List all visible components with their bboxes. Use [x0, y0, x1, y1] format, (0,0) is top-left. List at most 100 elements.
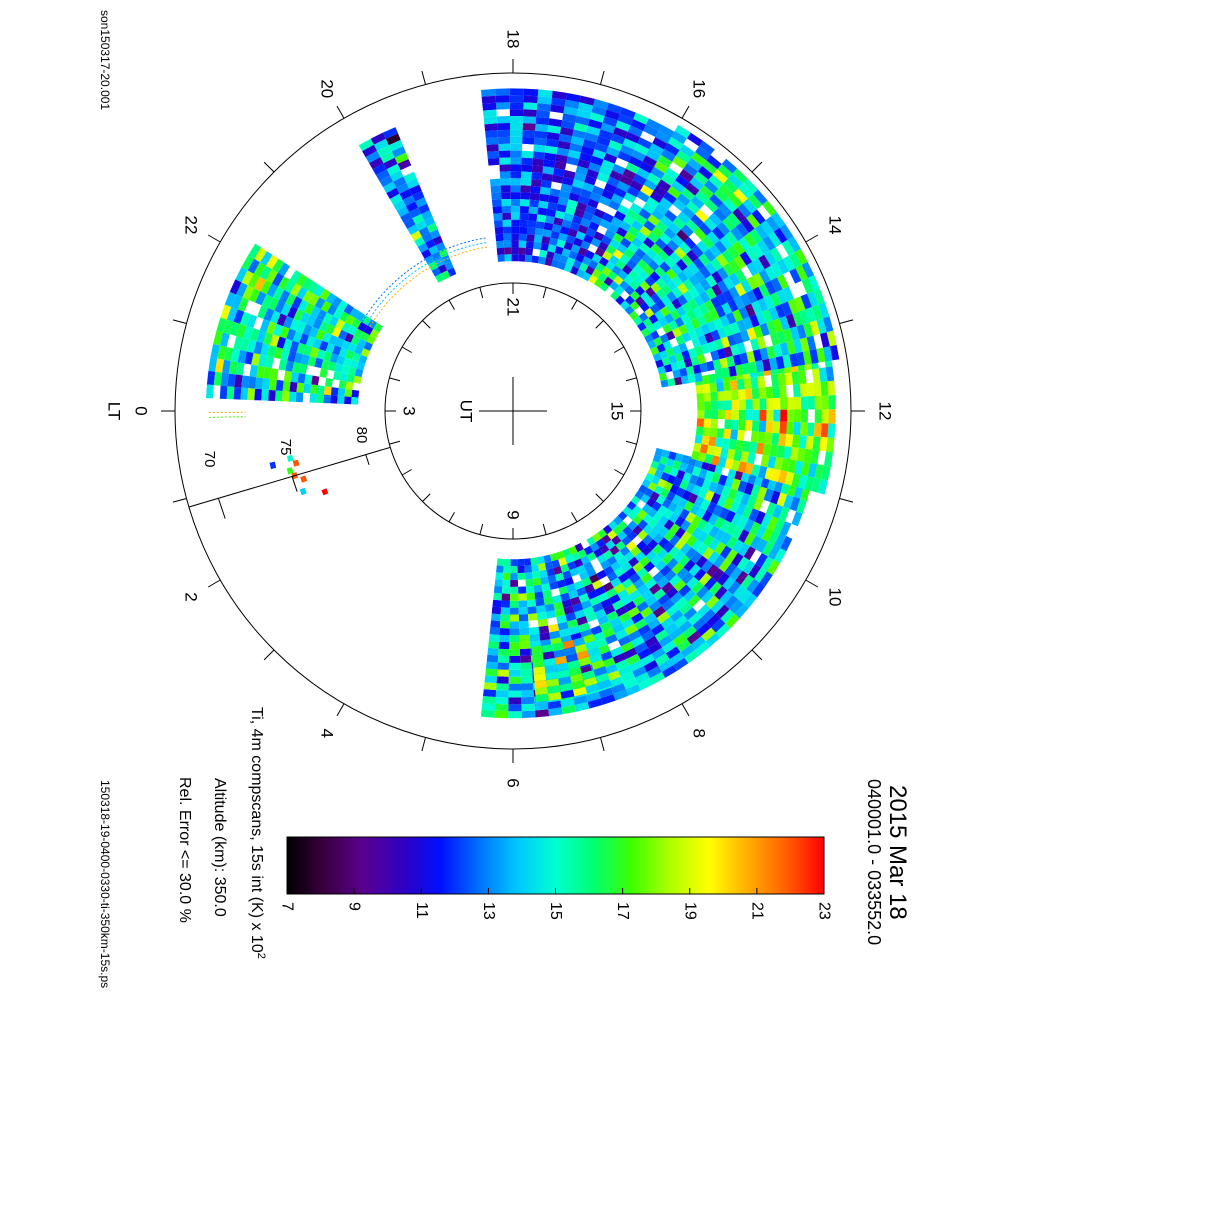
data-cell	[613, 210, 626, 222]
data-cell	[223, 319, 234, 335]
data-cell	[676, 229, 689, 242]
data-cell	[561, 248, 571, 258]
data-cell	[503, 559, 511, 567]
data-cell	[636, 167, 651, 180]
data-cell	[235, 267, 248, 283]
data-cell	[548, 623, 560, 633]
data-cell	[509, 655, 521, 663]
data-cell	[511, 226, 520, 234]
data-cell	[349, 359, 359, 369]
data-cell	[242, 285, 255, 300]
data-cell	[800, 409, 808, 423]
data-cell	[711, 472, 721, 484]
data-cell	[688, 274, 700, 287]
ut-tick	[595, 320, 604, 329]
data-cell	[609, 238, 620, 250]
data-cell	[352, 352, 361, 362]
data-cell	[680, 644, 696, 658]
ut-tick-label: 3	[400, 406, 419, 415]
data-cell	[663, 541, 675, 554]
data-cell	[523, 95, 538, 104]
data-cell	[662, 244, 675, 257]
data-cell	[680, 519, 691, 532]
data-cell	[582, 211, 594, 222]
data-cell	[771, 468, 781, 482]
data-cell	[604, 229, 616, 240]
data-cell	[527, 613, 538, 621]
data-cell	[521, 689, 534, 698]
data-cell	[358, 354, 368, 364]
data-cell	[749, 314, 760, 328]
data-cell	[490, 185, 501, 194]
data-cell	[696, 418, 705, 427]
data-cell	[592, 602, 604, 613]
data-cell	[256, 330, 267, 344]
data-cell	[779, 385, 787, 398]
data-cell	[724, 476, 735, 489]
data-cell	[485, 130, 498, 139]
data-cell	[575, 165, 589, 176]
data-cell	[581, 670, 596, 680]
data-cell	[655, 653, 670, 666]
data-cell	[683, 358, 693, 368]
data-cell	[648, 641, 663, 654]
data-cell	[579, 95, 595, 106]
data-cell	[520, 192, 531, 200]
data-cell	[508, 683, 522, 691]
data-cell	[488, 634, 500, 642]
data-cell	[812, 436, 821, 451]
data-cell	[640, 572, 653, 584]
data-cell	[753, 325, 764, 339]
data-cell	[289, 340, 300, 353]
data-cell	[591, 659, 605, 670]
data-cell	[636, 567, 648, 579]
data-cell	[305, 335, 316, 347]
data-cell	[357, 338, 367, 349]
data-cell	[274, 300, 286, 314]
data-cell	[528, 206, 539, 215]
data-cell	[663, 508, 674, 520]
data-cell	[638, 208, 652, 220]
data-cell	[766, 345, 776, 359]
data-cell	[480, 709, 495, 718]
data-cell	[285, 293, 297, 307]
data-cell	[567, 561, 577, 571]
data-cell	[566, 199, 578, 209]
data-cell	[751, 209, 766, 225]
lt-tick	[336, 703, 345, 717]
data-cell	[757, 465, 768, 479]
colorbar-tick-label: 7	[279, 902, 296, 911]
data-cell	[694, 434, 703, 444]
lt-tick	[681, 105, 690, 119]
data-cell	[534, 702, 549, 711]
data-cell	[668, 320, 679, 331]
data-cell	[813, 422, 822, 437]
data-cell	[560, 689, 575, 699]
data-cell	[709, 427, 718, 438]
data-cell	[558, 585, 569, 595]
data-cell	[576, 586, 587, 597]
data-cell	[666, 279, 678, 292]
data-cell	[654, 237, 667, 250]
data-cell	[599, 650, 613, 662]
data-cell	[713, 317, 724, 330]
data-cell	[796, 324, 807, 339]
data-cell	[577, 246, 588, 257]
data-cell	[736, 342, 747, 355]
data-cell	[733, 449, 743, 462]
data-cell	[710, 350, 720, 361]
data-cell	[617, 511, 628, 521]
data-cell	[814, 409, 822, 424]
data-cell	[744, 462, 754, 475]
data-cell	[725, 613, 740, 629]
data-cell	[361, 315, 372, 326]
data-cell	[299, 312, 311, 325]
data-cell	[583, 633, 596, 644]
data-cell	[732, 354, 742, 366]
data-cell	[661, 356, 671, 366]
data-cell	[731, 409, 739, 420]
data-cell	[644, 275, 656, 287]
data-cell	[672, 198, 686, 212]
data-cell	[518, 614, 529, 622]
